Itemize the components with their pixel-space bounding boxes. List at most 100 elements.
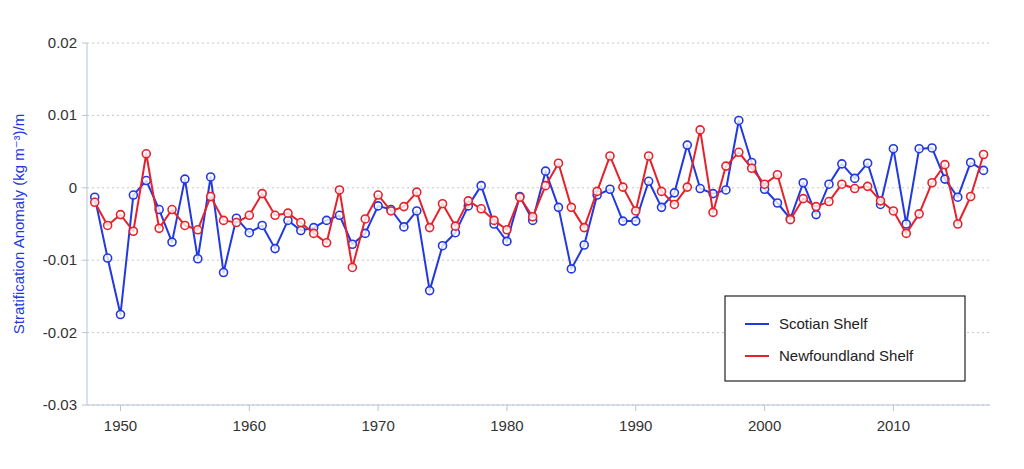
legend-label: Newfoundland Shelf [779,347,914,364]
series-marker [129,227,137,235]
series-marker [297,227,305,235]
x-tick-label: 1980 [490,417,523,434]
legend-label: Scotian Shelf [779,315,868,332]
series-line [95,130,984,268]
series-marker [142,177,150,185]
x-tick-label: 2000 [748,417,781,434]
series-marker [748,164,756,172]
series-marker [567,203,575,211]
x-tick [249,405,250,411]
series-marker [670,189,678,197]
legend: Scotian Shelf Newfoundland Shelf [725,296,965,381]
series-marker [400,223,408,231]
series-marker [580,241,588,249]
series-marker [735,116,743,124]
series-marker [632,207,640,215]
series-marker [954,193,962,201]
legend-swatch [745,323,769,325]
series-marker [696,126,704,134]
series-marker [426,224,434,232]
series-marker [258,221,266,229]
series-marker [838,180,846,188]
series-marker [580,224,588,232]
series-marker [104,221,112,229]
series-marker [477,182,485,190]
series-marker [658,187,666,195]
y-tick [82,405,87,406]
x-tick-label: 2010 [877,417,910,434]
grid-line [87,43,990,44]
legend-swatch [745,355,769,357]
series-marker [181,221,189,229]
y-tick [82,260,87,261]
series-marker [335,186,343,194]
y-tick-label: 0.01 [48,106,77,123]
series-marker [786,216,794,224]
series-marker [451,222,459,230]
y-tick [82,43,87,44]
series-marker [645,152,653,160]
series-marker [773,171,781,179]
series-marker [129,191,137,199]
series-marker [941,161,949,169]
x-tick-label: 1970 [361,417,394,434]
series-marker [400,203,408,211]
series-marker [374,202,382,210]
series-marker [413,188,421,196]
series-marker [220,216,228,224]
series-marker [851,185,859,193]
series-marker [91,198,99,206]
series-marker [683,183,691,191]
series-marker [116,311,124,319]
y-axis [87,43,88,405]
series-marker [683,141,691,149]
series-marker [516,192,524,200]
series-marker [709,208,717,216]
y-tick [82,332,87,333]
series-marker [954,220,962,228]
series-marker [271,211,279,219]
series-marker [220,269,228,277]
series-marker [889,207,897,215]
series-marker [181,175,189,183]
x-tick [893,405,894,411]
x-tick [764,405,765,411]
series-marker [310,229,318,237]
y-axis-label: Stratification Anomaly (kg m⁻³)/m [10,114,27,334]
series-marker [245,211,253,219]
series-marker [271,245,279,253]
series-marker [877,197,885,205]
series-marker [554,159,562,167]
y-tick-label: 0.02 [48,34,77,51]
series-marker [245,229,253,237]
series-marker [980,166,988,174]
series-marker [593,187,601,195]
y-tick-label: -0.01 [43,251,77,268]
series-marker [297,219,305,227]
series-marker [477,205,485,213]
series-marker [207,192,215,200]
series-marker [670,200,678,208]
legend-box [725,296,965,381]
series-marker [413,207,421,215]
series-marker [554,203,562,211]
series-marker [967,192,975,200]
series-marker [348,263,356,271]
series-marker [606,185,614,193]
series-marker [632,217,640,225]
series-marker [503,226,511,234]
grid-line [87,405,990,406]
y-tick-label: -0.03 [43,396,77,413]
series-marker [915,210,923,218]
series-marker [426,287,434,295]
series-marker [503,237,511,245]
series-marker [361,215,369,223]
series-marker [374,191,382,199]
y-tick-label: -0.02 [43,324,77,341]
series-marker [168,238,176,246]
series-marker [799,179,807,187]
x-tick-label: 1950 [104,417,137,434]
series-marker [645,177,653,185]
series-marker [786,215,794,223]
series-line [95,120,984,314]
